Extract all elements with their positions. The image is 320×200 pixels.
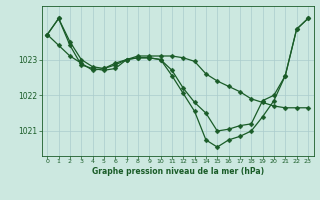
- X-axis label: Graphe pression niveau de la mer (hPa): Graphe pression niveau de la mer (hPa): [92, 167, 264, 176]
